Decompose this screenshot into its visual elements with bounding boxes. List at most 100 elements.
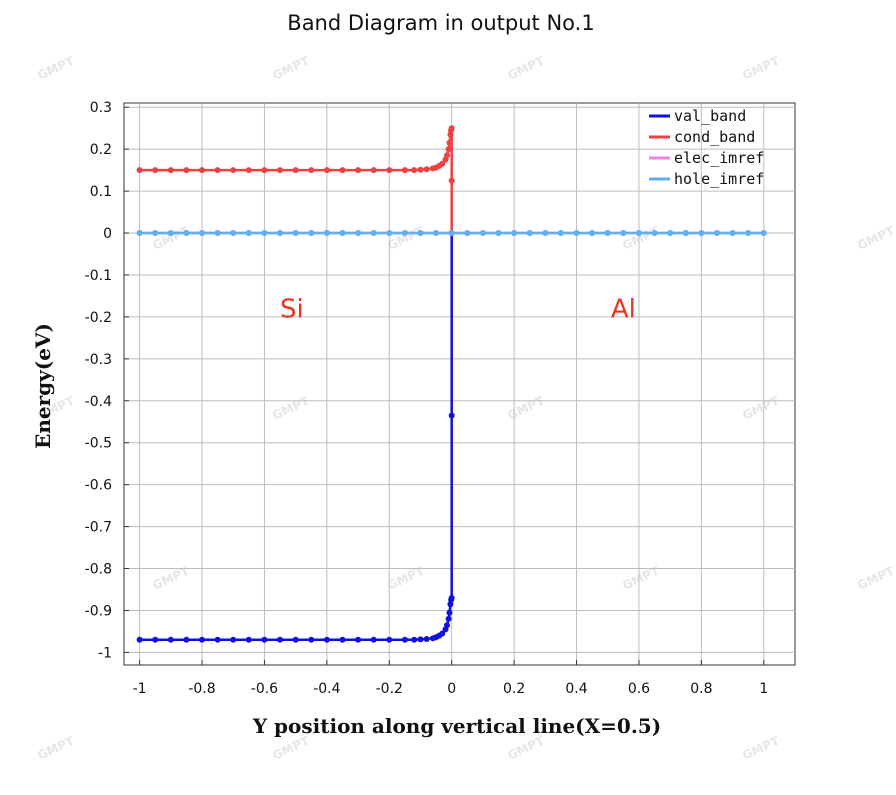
y-tick-label: 0.2 [90, 142, 112, 158]
data-point [401, 230, 408, 236]
y-tick-label: 0 [103, 226, 112, 242]
data-point [729, 230, 736, 236]
series-line [139, 233, 453, 642]
data-point [323, 636, 330, 643]
plot-area [123, 102, 796, 666]
legend-entry: cond_band [674, 128, 755, 146]
data-point [152, 230, 159, 236]
x-axis-ticks: -1 -0.8 -0.6 -0.4 -0.2 0 0.2 0.4 0.6 0.8 1 [133, 660, 768, 697]
data-point [444, 622, 450, 629]
data-point [308, 167, 315, 174]
data-point [245, 230, 252, 236]
data-point [230, 636, 237, 643]
y-tick-label: -1 [98, 645, 112, 661]
series-val-band [136, 230, 455, 643]
data-point [167, 230, 174, 236]
data-point [423, 636, 430, 642]
data-point [230, 167, 237, 174]
y-axis-ticks: 0.3 0.2 0.1 0 -0.1 -0.2 -0.3 -0.4 -0.5 -0.6 -0.7 -0… [85, 100, 129, 661]
data-point [199, 636, 205, 643]
data-point [277, 636, 283, 643]
data-point [230, 230, 237, 236]
region-label: Al [611, 295, 636, 325]
data-point [386, 167, 393, 174]
data-point [308, 230, 315, 236]
x-axis-label: Y position along vertical line(X=0.5) [252, 714, 661, 738]
data-point [339, 636, 346, 643]
region-annotations: Si Al [280, 295, 636, 325]
data-point [448, 125, 455, 132]
data-point [136, 636, 143, 643]
watermark-text: GMPT [740, 53, 782, 82]
data-point [620, 230, 627, 236]
watermark-text: GMPT [35, 53, 77, 82]
y-axis-label: Energy(eV) [31, 323, 55, 449]
data-point [636, 230, 642, 236]
series-hole-imref [136, 230, 767, 236]
data-point [339, 230, 346, 236]
legend: val_band cond_band elec_imref hole_imref [649, 107, 764, 188]
data-point [401, 167, 408, 174]
data-point [423, 166, 430, 173]
data-point [136, 167, 143, 174]
data-point [261, 636, 268, 643]
data-point [355, 636, 362, 643]
data-point [448, 594, 455, 601]
watermark-text: GMPT [855, 223, 896, 252]
data-point [136, 230, 143, 236]
data-point [511, 230, 518, 236]
data-point [526, 230, 533, 236]
x-tick-label: -0.8 [188, 681, 215, 697]
watermark-text: GMPT [740, 733, 782, 762]
series-layer [136, 125, 767, 643]
legend-entry: hole_imref [674, 170, 764, 188]
data-point [446, 139, 453, 146]
y-tick-label: -0.5 [85, 436, 112, 452]
data-point [479, 230, 486, 236]
chart-title: Band Diagram in output No.1 [287, 11, 594, 35]
data-point [417, 166, 424, 173]
data-point [386, 230, 393, 236]
data-point [183, 167, 190, 174]
data-point [308, 636, 315, 643]
data-point [292, 167, 299, 174]
data-point [604, 230, 611, 236]
data-point [439, 160, 446, 167]
data-point [183, 230, 190, 236]
x-tick-label: -1 [133, 681, 147, 697]
y-tick-label: -0.7 [85, 520, 112, 536]
x-tick-label: 0.4 [565, 681, 587, 697]
watermark-layer: GMPT GMPT GMPT GMPT GMPT GMPT GMPT GMPT GMPT GMPT… [35, 53, 896, 762]
data-point [355, 230, 362, 236]
watermark-text: GMPT [740, 393, 782, 422]
data-point [542, 230, 549, 236]
data-point [682, 230, 689, 236]
data-point [323, 230, 330, 236]
data-point [214, 636, 221, 643]
data-point [277, 230, 283, 236]
data-point [214, 167, 221, 174]
data-point [370, 167, 377, 174]
y-tick-label: 0.1 [90, 184, 112, 200]
data-point [745, 230, 752, 236]
data-point [401, 636, 408, 643]
data-point [245, 636, 252, 643]
data-point [183, 636, 190, 643]
data-point [760, 230, 767, 236]
data-point [355, 167, 362, 174]
data-point [199, 230, 205, 236]
data-point [444, 152, 450, 159]
watermark-text: GMPT [35, 733, 77, 762]
data-point [214, 230, 221, 236]
watermark-text: GMPT [620, 223, 662, 252]
y-tick-label: -0.1 [85, 268, 112, 284]
data-point [386, 636, 393, 643]
data-point [152, 167, 159, 174]
watermark-text: GMPT [150, 563, 192, 592]
x-tick-label: 0 [447, 681, 456, 697]
watermark-text: GMPT [150, 223, 192, 252]
data-point [589, 230, 596, 236]
data-point [448, 412, 455, 419]
data-point [698, 230, 705, 236]
